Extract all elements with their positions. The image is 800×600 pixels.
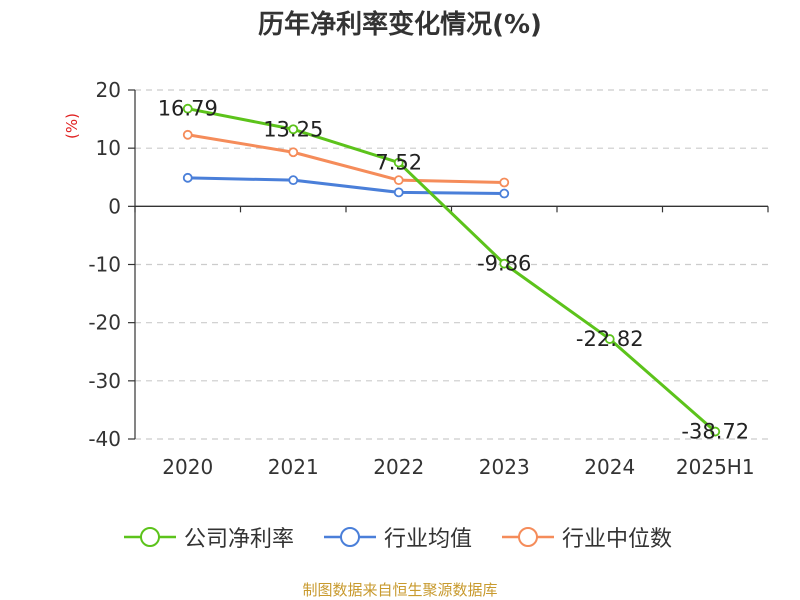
data-point [182, 103, 193, 114]
y-tick-label: 20 [96, 78, 121, 102]
data-label: 7.52 [375, 151, 422, 175]
x-tick-label: 2023 [479, 455, 530, 479]
legend-item: 行业中位数 [500, 520, 672, 554]
data-point [393, 187, 404, 198]
data-point [288, 175, 299, 186]
series-lines [182, 103, 721, 437]
x-tick-label: 2021 [268, 455, 319, 479]
series-line [187, 176, 505, 196]
data-point [710, 426, 721, 437]
legend-item: 行业均值 [322, 520, 472, 554]
data-point [499, 177, 510, 188]
x-tick-label: 2022 [373, 455, 424, 479]
data-label: 16.79 [158, 97, 218, 121]
chart-title: 历年净利率变化情况(%) [258, 10, 542, 40]
data-labels: 16.79 13.25 7.52 -9.86 -22.82 -38.72 [158, 97, 749, 444]
data-label: -22.82 [576, 327, 644, 351]
data-point [499, 258, 510, 269]
legend-label: 行业均值 [384, 527, 473, 552]
data-point [288, 147, 299, 158]
y-tick-label: 0 [108, 194, 121, 218]
x-tick-label: 2024 [584, 455, 635, 479]
legend-label: 公司净利率 [184, 527, 295, 552]
series-line [187, 107, 717, 433]
y-tick-label: -10 [88, 253, 121, 277]
data-label: -9.86 [477, 252, 531, 276]
legend-label: 行业中位数 [562, 527, 673, 552]
legend-marker-icon [124, 527, 176, 547]
y-tick-label: -20 [88, 311, 121, 335]
chart-legend: 公司净利率 行业均值 行业中位数 [0, 520, 800, 554]
x-tick-label: 2025H1 [676, 455, 755, 479]
y-tick-label: 10 [96, 136, 121, 160]
data-point [288, 124, 299, 135]
data-point [499, 188, 510, 199]
legend-marker-icon [324, 527, 376, 547]
data-label: -38.72 [681, 420, 749, 444]
legend-item: 公司净利率 [122, 520, 294, 554]
legend-marker-icon [502, 527, 554, 547]
x-tick-label: 2020 [162, 455, 213, 479]
data-point [182, 172, 193, 183]
data-label: 13.25 [263, 117, 323, 141]
data-point [393, 175, 404, 186]
series-line [187, 133, 505, 184]
axes: 20 10 0 -10 -20 -30 -40 2020 2021 2022 2023 2024 202… [88, 78, 769, 479]
y-tick-label: -40 [88, 427, 121, 451]
y-tick-label: -30 [88, 369, 121, 393]
data-point [604, 334, 615, 344]
y-axis-unit: (%) [63, 113, 81, 139]
data-point [182, 129, 193, 140]
source-note: 制图数据来自恒生聚源数据库 [302, 581, 498, 599]
data-point [393, 157, 404, 168]
